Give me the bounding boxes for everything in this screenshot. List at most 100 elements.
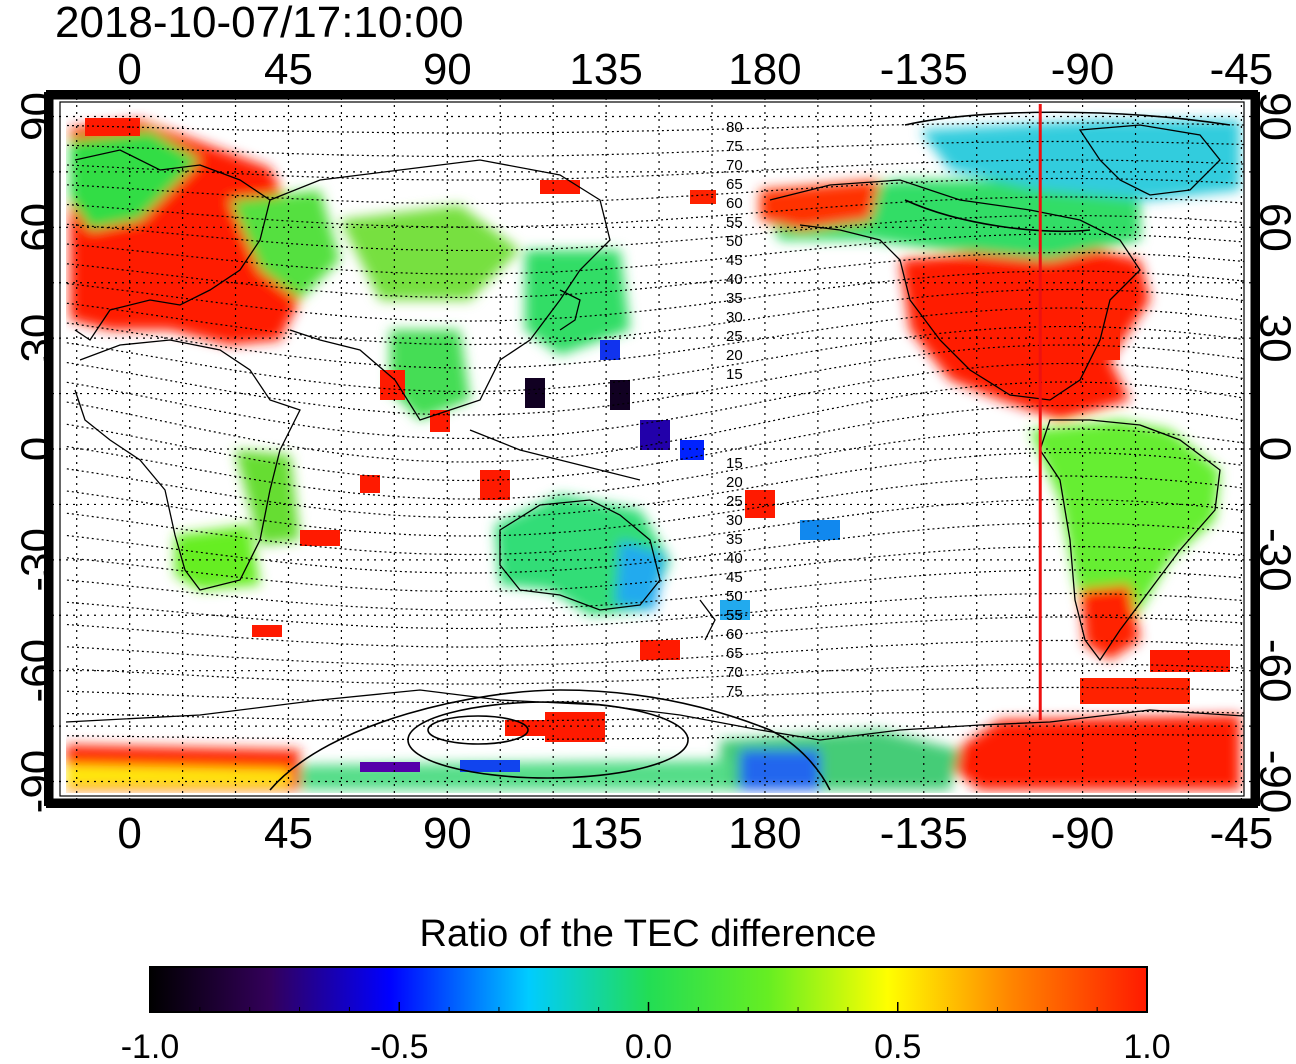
- magnetic-latitude-contours: [66, 122, 1244, 741]
- mag-lat-label-north: 15: [726, 366, 743, 383]
- y-tick-label-right: -60: [1251, 639, 1296, 703]
- x-tick-label-top: -90: [1051, 45, 1115, 94]
- x-tick-label-bottom: 180: [728, 809, 801, 858]
- tec-patch-neg: [800, 520, 840, 540]
- y-tick-label-right: -30: [1251, 528, 1296, 592]
- y-tick-label-left: 30: [12, 314, 61, 363]
- mag-lat-contour: [66, 307, 1244, 369]
- tec-region-europe-green: [70, 130, 200, 230]
- x-tick-label-bottom: 90: [423, 809, 472, 858]
- tec-patch: [300, 530, 340, 546]
- tec-patch-neg: [460, 760, 520, 772]
- tec-patch-neg: [680, 440, 704, 460]
- tec-patch: [545, 712, 605, 742]
- tec-patch: [1080, 678, 1190, 704]
- mag-lat-contour: [66, 522, 1244, 574]
- axis-tick-labels: 0045459090135135180180-135-135-90-90-45-…: [12, 45, 1296, 858]
- mag-lat-contour: [66, 196, 1244, 228]
- mag-lat-label-south: 30: [726, 512, 743, 529]
- mag-lat-contour: [66, 616, 1244, 648]
- mag-lat-contour: [66, 251, 1244, 299]
- south-mag-contour-outer: [269, 689, 831, 791]
- mag-lat-label-north: 60: [726, 195, 743, 212]
- y-tick-label-right: 90: [1251, 92, 1296, 141]
- mag-lat-contour: [66, 686, 1244, 704]
- mag-lat-label-south: 65: [726, 645, 743, 662]
- tec-patch-neg: [600, 340, 620, 360]
- tec-region-siberia: [340, 205, 520, 300]
- coast-greenland: [1078, 124, 1221, 196]
- x-tick-label-top: -45: [1210, 45, 1274, 94]
- mag-lat-label-north: 65: [726, 176, 743, 193]
- tec-region-south-america: [1030, 420, 1220, 650]
- tec-region-patagonia: [1080, 585, 1140, 660]
- y-tick-label-right: 0: [1251, 437, 1296, 461]
- x-tick-label-top: 0: [117, 45, 141, 94]
- x-tick-label-top: 90: [423, 45, 472, 94]
- tec-region-west-asia: [230, 190, 340, 300]
- tec-region-antarctica-blue: [740, 750, 820, 790]
- mag-lat-label-south: 60: [726, 626, 743, 643]
- tec-patch-neg: [360, 762, 420, 772]
- mag-lat-label-south: 35: [726, 531, 743, 548]
- mag-lat-contour: [66, 140, 1244, 158]
- mag-lat-contour: [66, 122, 1244, 134]
- mag-lat-label-south: 15: [726, 455, 743, 472]
- plot-frame: [44, 90, 1260, 808]
- y-tick-label-left: 0: [12, 437, 61, 461]
- mag-lat-label-south: 25: [726, 493, 743, 510]
- mag-lat-contour: [66, 428, 1244, 500]
- colorbar-ticks: -1.0 -0.5 0.0 0.5 1.0: [121, 1002, 1171, 1064]
- colorbar-tick-label: 1.0: [1123, 1028, 1170, 1064]
- x-tick-label-top: -135: [880, 45, 968, 94]
- mag-lat-label-north: 55: [726, 214, 743, 231]
- x-tick-label-bottom: -90: [1051, 809, 1115, 858]
- coast-antarctica: [66, 689, 1244, 741]
- north-mag-contour-2: [904, 199, 1091, 233]
- tec-region-africa-south: [175, 525, 260, 590]
- magnetic-latitude-labels: 80 75 70 65 60 55 50 45 40 35 30 25 20 15 15 20 25 30 35 40…: [726, 119, 743, 700]
- mag-lat-contour: [66, 288, 1244, 346]
- mag-lat-label-south: 50: [726, 588, 743, 605]
- y-tick-label-left: -90: [12, 750, 61, 814]
- coast-japan: [559, 289, 581, 331]
- x-tick-label-top: 45: [264, 45, 313, 94]
- x-tick-label-bottom: 135: [569, 809, 642, 858]
- tec-patch: [505, 720, 545, 736]
- tec-data-layer: [66, 118, 1240, 790]
- mag-lat-label-north: 45: [726, 252, 743, 269]
- mag-lat-label-north: 40: [726, 271, 743, 288]
- mag-lat-label-north: 75: [726, 138, 743, 155]
- mag-lat-label-north: 25: [726, 328, 743, 345]
- tec-region-east-asia: [525, 250, 630, 355]
- frame-inner: [59, 101, 1245, 797]
- coast-europe: [74, 149, 271, 341]
- tec-region-north-america: [900, 240, 1150, 420]
- mag-lat-label-south: 70: [726, 664, 743, 681]
- colorbar-title: Ratio of the TEC difference: [420, 913, 877, 955]
- mag-lat-contour: [66, 498, 1244, 556]
- mag-lat-contour: [66, 177, 1244, 205]
- mag-lat-label-south: 55: [726, 607, 743, 624]
- tec-patch: [1080, 300, 1120, 360]
- mag-lat-contour: [66, 663, 1244, 685]
- mag-lat-label-north: 80: [726, 119, 743, 136]
- colorbar-tick-label: -0.5: [370, 1028, 429, 1064]
- mag-lat-label-north: 35: [726, 290, 743, 307]
- tec-region-antarctica-east: [940, 715, 1240, 790]
- tec-region-india: [390, 330, 470, 420]
- y-tick-label-left: 60: [12, 203, 61, 252]
- south-mag-pole-contour-inner: [427, 715, 529, 745]
- coast-asia: [269, 159, 611, 421]
- coast-indonesia: [469, 429, 641, 481]
- mag-lat-contour: [66, 404, 1244, 482]
- x-tick-label-bottom: 45: [264, 809, 313, 858]
- mag-lat-contour: [66, 159, 1244, 181]
- coast-newzealand: [699, 599, 716, 641]
- mag-lat-label-south: 20: [726, 474, 743, 491]
- x-tick-label-bottom: -135: [880, 809, 968, 858]
- tec-patch-neg: [640, 420, 670, 450]
- mag-lat-contour: [66, 569, 1244, 611]
- colorbar-tick-label: 0.5: [874, 1028, 921, 1064]
